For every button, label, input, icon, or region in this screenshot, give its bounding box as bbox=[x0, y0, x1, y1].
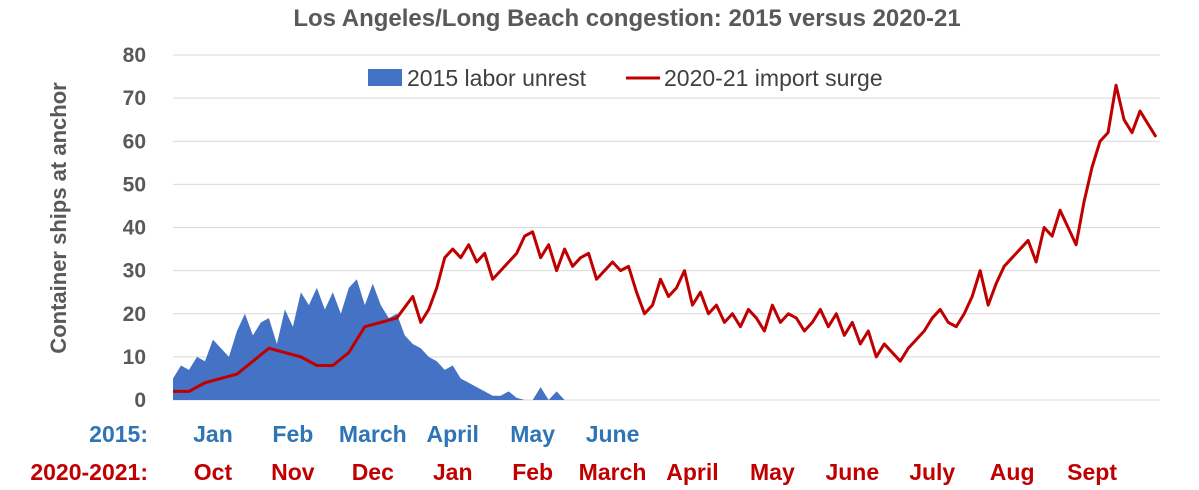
x-month-label: Dec bbox=[352, 459, 394, 485]
x-month-label: March bbox=[339, 421, 407, 447]
series-2020-21-line bbox=[173, 83, 1158, 393]
y-tick-label: 0 bbox=[134, 389, 146, 412]
y-axis-ticks: 0 10 20 30 40 50 60 70 80 bbox=[123, 44, 146, 412]
x-month-label: July bbox=[909, 459, 955, 485]
x-month-label: Oct bbox=[194, 459, 233, 485]
x-axis-month-rows: 2015: Jan Feb March April May June 2020-2021: Oc… bbox=[30, 421, 1117, 485]
x-month-label: Sept bbox=[1067, 459, 1117, 485]
y-axis-label: Container ships at anchor bbox=[46, 82, 71, 354]
x-month-label: April bbox=[666, 459, 718, 485]
x-month-label: Nov bbox=[271, 459, 315, 485]
y-tick-label: 20 bbox=[123, 303, 146, 326]
x-row-label: 2015: bbox=[89, 421, 148, 447]
x-month-label: Feb bbox=[272, 421, 313, 447]
x-month-label: May bbox=[510, 421, 555, 447]
x-month-label: May bbox=[750, 459, 795, 485]
x-month-label: Feb bbox=[512, 459, 553, 485]
legend: 2015 labor unrest 2020-21 import surge bbox=[368, 65, 883, 91]
series-2015-area bbox=[173, 279, 573, 400]
x-month-label: Aug bbox=[990, 459, 1035, 485]
x-month-label: June bbox=[825, 459, 879, 485]
x-month-label: Jan bbox=[193, 421, 233, 447]
x-month-label: June bbox=[586, 421, 640, 447]
legend-label-2020-21: 2020-21 import surge bbox=[664, 65, 883, 91]
legend-label-2015: 2015 labor unrest bbox=[407, 65, 587, 91]
y-tick-label: 80 bbox=[123, 44, 146, 67]
x-month-label: Jan bbox=[433, 459, 473, 485]
x-row-label: 2020-2021: bbox=[30, 459, 148, 485]
y-tick-label: 50 bbox=[123, 173, 146, 196]
legend-swatch-2015 bbox=[368, 69, 402, 86]
x-month-label: April bbox=[427, 421, 479, 447]
y-tick-label: 30 bbox=[123, 260, 146, 283]
x-month-label: March bbox=[579, 459, 647, 485]
y-tick-label: 70 bbox=[123, 87, 146, 110]
y-tick-label: 10 bbox=[123, 346, 146, 369]
chart-title: Los Angeles/Long Beach congestion: 2015 … bbox=[293, 5, 960, 32]
y-tick-label: 60 bbox=[123, 130, 146, 153]
y-tick-label: 40 bbox=[123, 217, 146, 240]
